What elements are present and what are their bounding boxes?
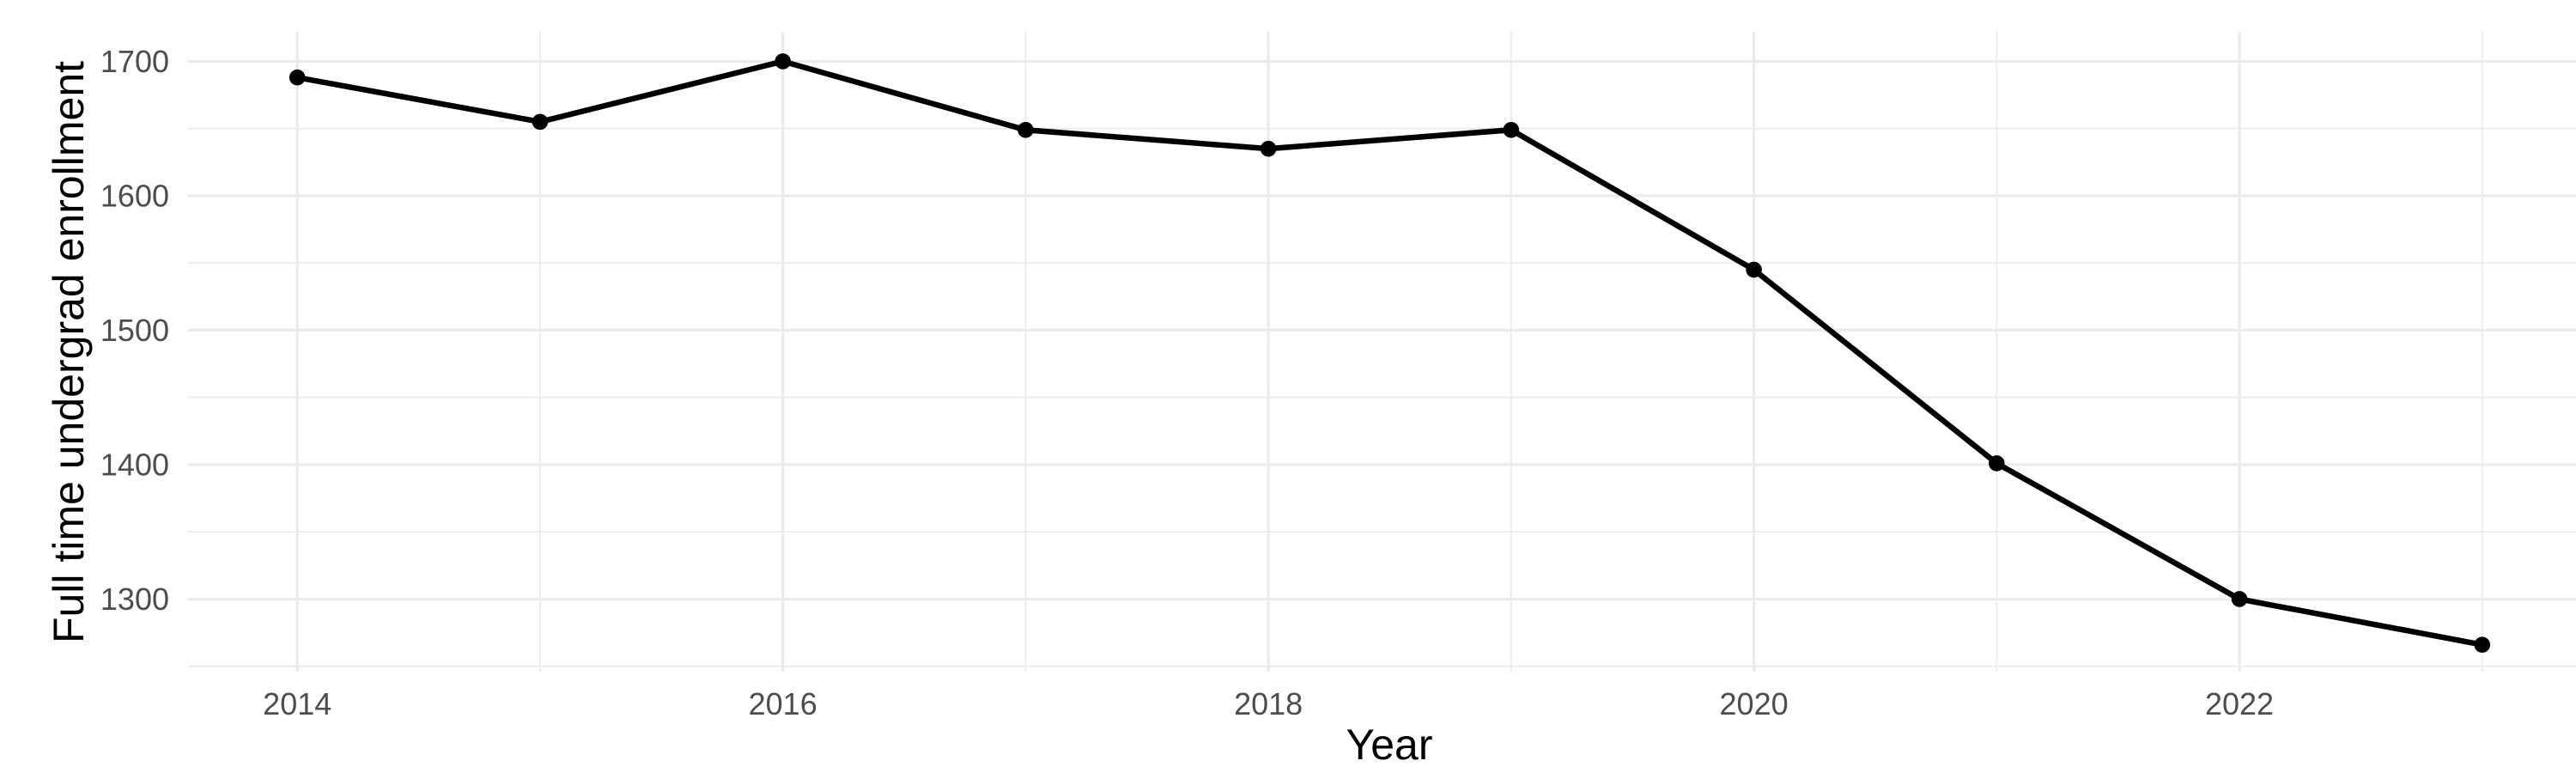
data-point xyxy=(1746,261,1762,278)
y-tick-label: 1400 xyxy=(100,447,169,482)
chart-canvas: 1300 1400 1500 1600 1700 2014 2016 2018 2020 2022 xyxy=(100,32,2576,721)
x-tick-label: 2020 xyxy=(1720,686,1789,721)
data-point xyxy=(2231,591,2248,607)
y-tick-label: 1600 xyxy=(100,178,169,213)
data-point xyxy=(1503,121,1520,138)
y-tick-label: 1700 xyxy=(100,44,169,79)
x-tick-label: 2014 xyxy=(263,686,331,721)
data-point xyxy=(2474,636,2491,653)
y-axis-title: Full time undergrad enrollment xyxy=(45,60,93,644)
x-tick-label: 2016 xyxy=(749,686,817,721)
x-axis-title: Year xyxy=(1346,721,1433,769)
x-tick-label: 2018 xyxy=(1234,686,1303,721)
page: { "chart_data": { "type": "line", "title… xyxy=(0,14,2576,773)
enrollment-line-chart: 1300 1400 1500 1600 1700 2014 2016 2018 2020 2022… xyxy=(34,14,2576,773)
data-point xyxy=(532,113,549,131)
data-point xyxy=(1989,455,2005,472)
x-tick-label: 2022 xyxy=(2205,686,2274,721)
enrollment-line xyxy=(296,58,2483,648)
data-point xyxy=(1260,140,1277,157)
y-tick-label: 1500 xyxy=(100,313,169,348)
y-tick-label: 1300 xyxy=(100,581,169,617)
data-point xyxy=(775,53,791,70)
data-point xyxy=(289,69,306,86)
data-point xyxy=(1018,121,1034,138)
